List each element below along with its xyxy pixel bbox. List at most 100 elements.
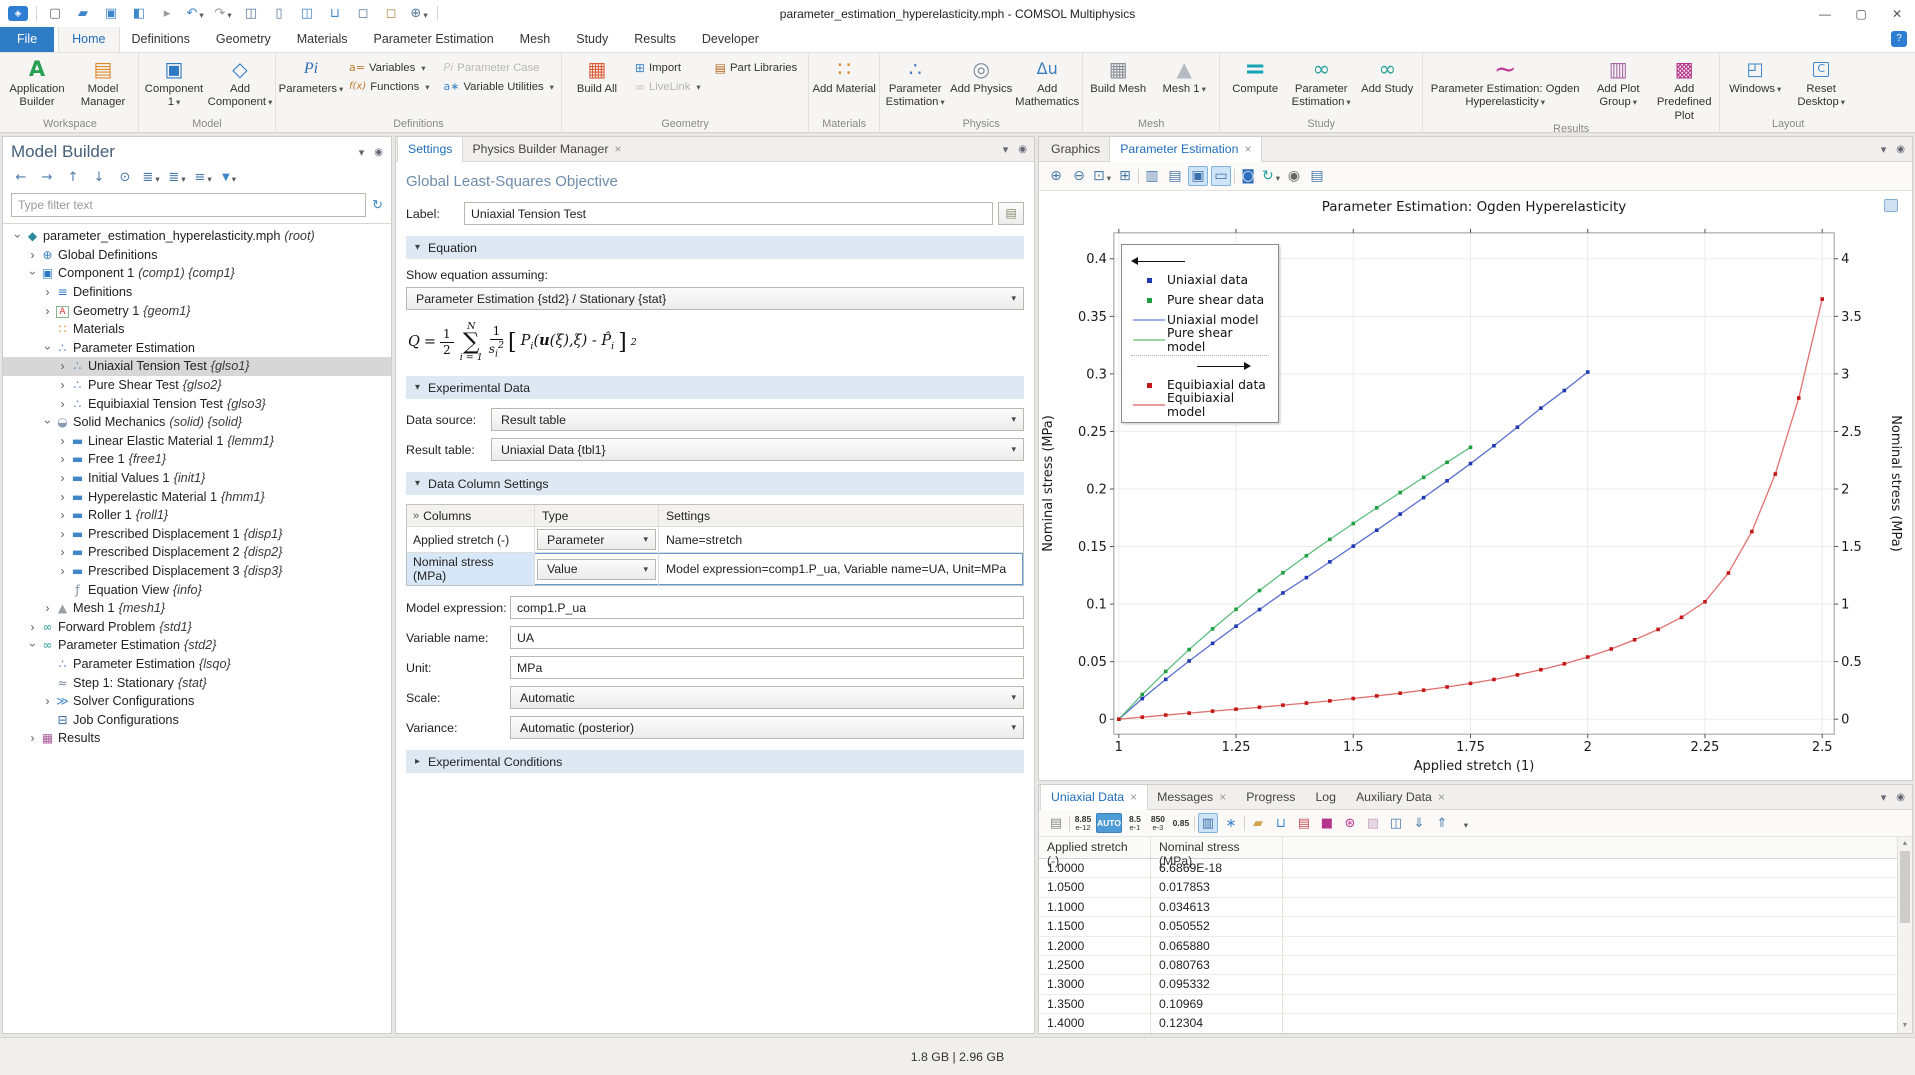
table-row[interactable]: 1.0000 6.6869E-18 [1039,859,1897,878]
ribbon-button[interactable]: Build All [564,54,630,118]
grid-x-icon[interactable] [1142,166,1162,186]
variable-name-input[interactable] [510,626,1024,649]
undo-icon[interactable] [185,4,205,24]
scrollbar-thumb[interactable] [1900,851,1910,923]
delete-icon[interactable] [325,4,345,24]
ribbon-button[interactable]: Functions [344,77,435,96]
label-input[interactable] [464,202,993,225]
ribbon-button[interactable]: Build Mesh [1085,54,1151,118]
lock-axes-icon[interactable] [1238,166,1258,186]
highlight-icon[interactable] [1317,813,1337,833]
mb-down-icon[interactable] [89,167,109,187]
separator[interactable] [437,6,438,21]
tree-item[interactable]: Materials [3,320,391,339]
panel-tab[interactable]: Graphics [1041,137,1110,161]
expander-icon[interactable] [41,601,54,615]
expander-icon[interactable] [56,508,69,522]
menu-tab[interactable]: Mesh [507,27,564,52]
section-header-equation[interactable]: Equation [406,236,1024,259]
tree-item[interactable]: Prescribed Displacement 3 {disp3} [3,562,391,581]
menu-tab[interactable]: Results [621,27,689,52]
separator[interactable] [1138,169,1139,184]
regional-format-icon[interactable] [1221,813,1241,833]
tree-item[interactable]: Geometry 1 {geom1} [3,301,391,320]
expander-icon[interactable] [56,452,69,466]
export-table-icon[interactable] [1409,813,1429,833]
tree-item[interactable]: Definitions [3,283,391,302]
tree-item[interactable]: Linear Elastic Material 1 {lemm1} [3,432,391,451]
panel-tab[interactable]: Settings [398,137,462,161]
ribbon-button[interactable]: Windows [1722,54,1788,118]
tooltip-toggle-icon[interactable] [1211,166,1231,186]
menu-tab[interactable]: File [0,27,54,52]
ribbon-button[interactable]: Reset Desktop [1788,54,1854,118]
tree-item[interactable]: Component 1 (comp1) {comp1} [3,264,391,283]
tree-item[interactable]: Parameter Estimation {lsqo} [3,655,391,674]
panel-tab[interactable]: Progress [1236,785,1305,809]
panel-tab[interactable]: Uniaxial Data [1041,785,1147,809]
mb-collapse-icon[interactable] [141,167,161,187]
expander-icon[interactable] [56,527,69,541]
table-scrollbar[interactable]: ▲ ▼ [1897,837,1912,1033]
tree-item[interactable]: Free 1 {free1} [3,450,391,469]
app-logo-icon[interactable] [8,6,28,21]
expander-icon[interactable] [41,285,54,299]
ribbon-button[interactable]: Add Material [811,54,877,118]
separator[interactable] [36,6,37,21]
zoom-in-icon[interactable] [1046,166,1066,186]
mb-show-icon[interactable] [115,167,135,187]
save-as-icon[interactable] [129,4,149,24]
clear-table-icon[interactable] [1248,813,1268,833]
ribbon-button[interactable]: Compute [1222,54,1288,118]
save-icon[interactable] [101,4,121,24]
expander-icon[interactable] [11,229,24,243]
ribbon-button[interactable]: Add Physics [948,54,1014,118]
expander-icon[interactable] [56,471,69,485]
ribbon-button[interactable]: Parameter Estimation: Ogden Hyperelastic… [1425,54,1585,123]
refresh-icon[interactable]: ↻ [372,197,383,213]
redo-icon[interactable] [213,4,233,24]
import-table-icon[interactable] [1432,813,1452,833]
delete-row-icon[interactable] [1271,813,1291,833]
ribbon-button[interactable]: Parameters [278,54,344,118]
panel-tab[interactable]: Auxiliary Data [1346,785,1455,809]
expander-icon[interactable] [41,657,54,671]
tree-item[interactable]: Results [3,729,391,748]
close-icon[interactable] [1244,143,1251,155]
data-column-row[interactable]: Nominal stress (MPa) Value Model express… [407,552,1023,585]
close-icon[interactable] [1130,791,1137,803]
expander-icon[interactable] [41,694,54,708]
full-precision-icon[interactable] [1198,813,1218,833]
select-all-icon[interactable] [353,4,373,24]
expander-icon[interactable] [41,322,54,336]
separator[interactable] [1234,169,1235,184]
close-icon[interactable] [1438,791,1445,803]
tree-item[interactable]: Equation View {info} [3,580,391,599]
ribbon-button[interactable]: Model Manager [70,54,136,118]
table-row[interactable]: 1.2500 0.080763 [1039,956,1897,975]
panel-tab[interactable]: Log [1305,785,1346,809]
zoom-selected-icon[interactable] [409,4,429,24]
plot-table-icon[interactable] [1340,813,1360,833]
tree-item[interactable]: Solver Configurations [3,692,391,711]
table-row[interactable]: 1.2000 0.065880 [1039,937,1897,956]
expander-icon[interactable] [26,266,39,280]
tree-item[interactable]: Prescribed Displacement 2 {disp2} [3,543,391,562]
variance-dropdown[interactable]: Automatic (posterior) [510,716,1024,739]
tree-filter-input[interactable] [11,193,366,217]
maximize-icon[interactable]: ▢ [1843,1,1879,27]
fmt-icon[interactable]: 0.85 [1171,813,1191,833]
ribbon-button[interactable]: Component 1 [141,54,207,118]
update-table-icon[interactable] [1294,813,1314,833]
mb-forward-icon[interactable] [37,167,57,187]
table-row[interactable]: 1.1500 0.050552 [1039,917,1897,936]
chart-legend[interactable]: Uniaxial dataPure shear dataUniaxial mod… [1121,244,1279,423]
expander-icon[interactable] [41,304,54,318]
zoom-box-icon[interactable] [1092,166,1112,186]
expander-icon[interactable] [26,248,39,262]
tree-item[interactable]: Solid Mechanics (solid) {solid} [3,413,391,432]
data-source-dropdown[interactable]: Result table [491,408,1024,431]
help-icon[interactable]: ? [1891,31,1907,47]
ribbon-button[interactable]: Add Mathematics [1014,54,1080,118]
tree-item[interactable]: Step 1: Stationary {stat} [3,673,391,692]
